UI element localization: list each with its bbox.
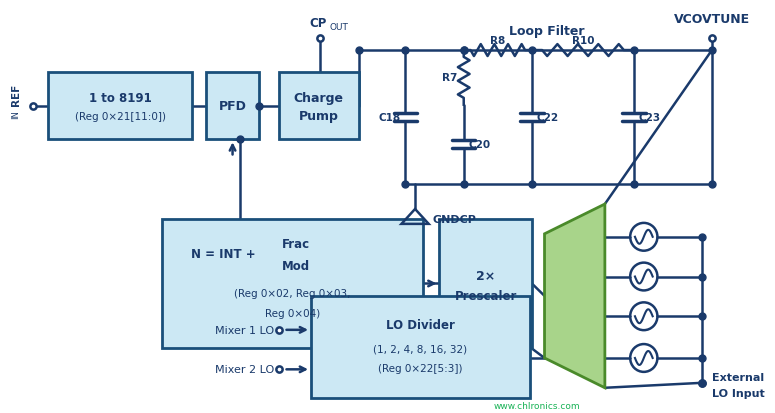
Text: (1, 2, 4, 8, 16, 32): (1, 2, 4, 8, 16, 32) [374, 343, 467, 353]
Text: LO Input: LO Input [712, 388, 765, 398]
Text: C18: C18 [379, 113, 401, 123]
Text: OUT: OUT [329, 23, 348, 32]
Bar [279, 73, 359, 140]
Text: C20: C20 [468, 140, 491, 150]
Text: CP: CP [309, 17, 326, 30]
Text: Frac: Frac [282, 237, 310, 251]
Text: C23: C23 [639, 113, 661, 123]
Bar [48, 73, 192, 140]
Bar [206, 73, 260, 140]
Text: REF: REF [11, 83, 21, 106]
Text: R8: R8 [490, 36, 505, 46]
Text: IN: IN [12, 110, 20, 119]
Text: Mod: Mod [282, 259, 310, 273]
Text: N = INT +: N = INT + [191, 247, 260, 261]
Text: (Reg 0×02, Reg 0×03,: (Reg 0×02, Reg 0×03, [234, 289, 350, 299]
Text: 1 to 8191: 1 to 8191 [89, 92, 152, 105]
Text: VCOVTUNE: VCOVTUNE [674, 13, 750, 26]
Text: 2×: 2× [476, 269, 495, 282]
Text: Loop Filter: Loop Filter [508, 25, 584, 38]
Text: LO Divider: LO Divider [386, 318, 455, 331]
Text: www.chIronics.com: www.chIronics.com [494, 401, 580, 410]
Text: Charge: Charge [294, 92, 343, 105]
Text: Mixer 2 LO: Mixer 2 LO [215, 364, 274, 375]
Text: C22: C22 [536, 113, 559, 123]
Text: Pump: Pump [299, 110, 339, 123]
Text: R7: R7 [443, 73, 458, 83]
Text: Prescaler: Prescaler [454, 289, 517, 302]
Text: R10: R10 [572, 36, 594, 46]
Bar [439, 219, 532, 348]
Text: Mixer 1 LO: Mixer 1 LO [215, 325, 274, 335]
Text: PFD: PFD [219, 100, 246, 113]
Text: External: External [712, 372, 764, 382]
Bar [162, 219, 423, 348]
Text: Reg 0×04): Reg 0×04) [265, 309, 320, 318]
Text: GNDCP: GNDCP [432, 214, 477, 224]
Bar [311, 297, 530, 398]
Text: (Reg 0×22[5:3]): (Reg 0×22[5:3]) [378, 363, 463, 373]
Polygon shape [545, 204, 604, 388]
Text: (Reg 0×21[11:0]): (Reg 0×21[11:0]) [74, 112, 166, 121]
